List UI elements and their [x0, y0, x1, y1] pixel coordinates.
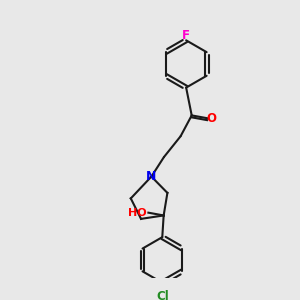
Text: O: O [206, 112, 216, 125]
Text: HO: HO [128, 208, 147, 218]
Text: F: F [182, 29, 190, 42]
Text: Cl: Cl [156, 290, 169, 300]
Text: N: N [146, 170, 157, 183]
